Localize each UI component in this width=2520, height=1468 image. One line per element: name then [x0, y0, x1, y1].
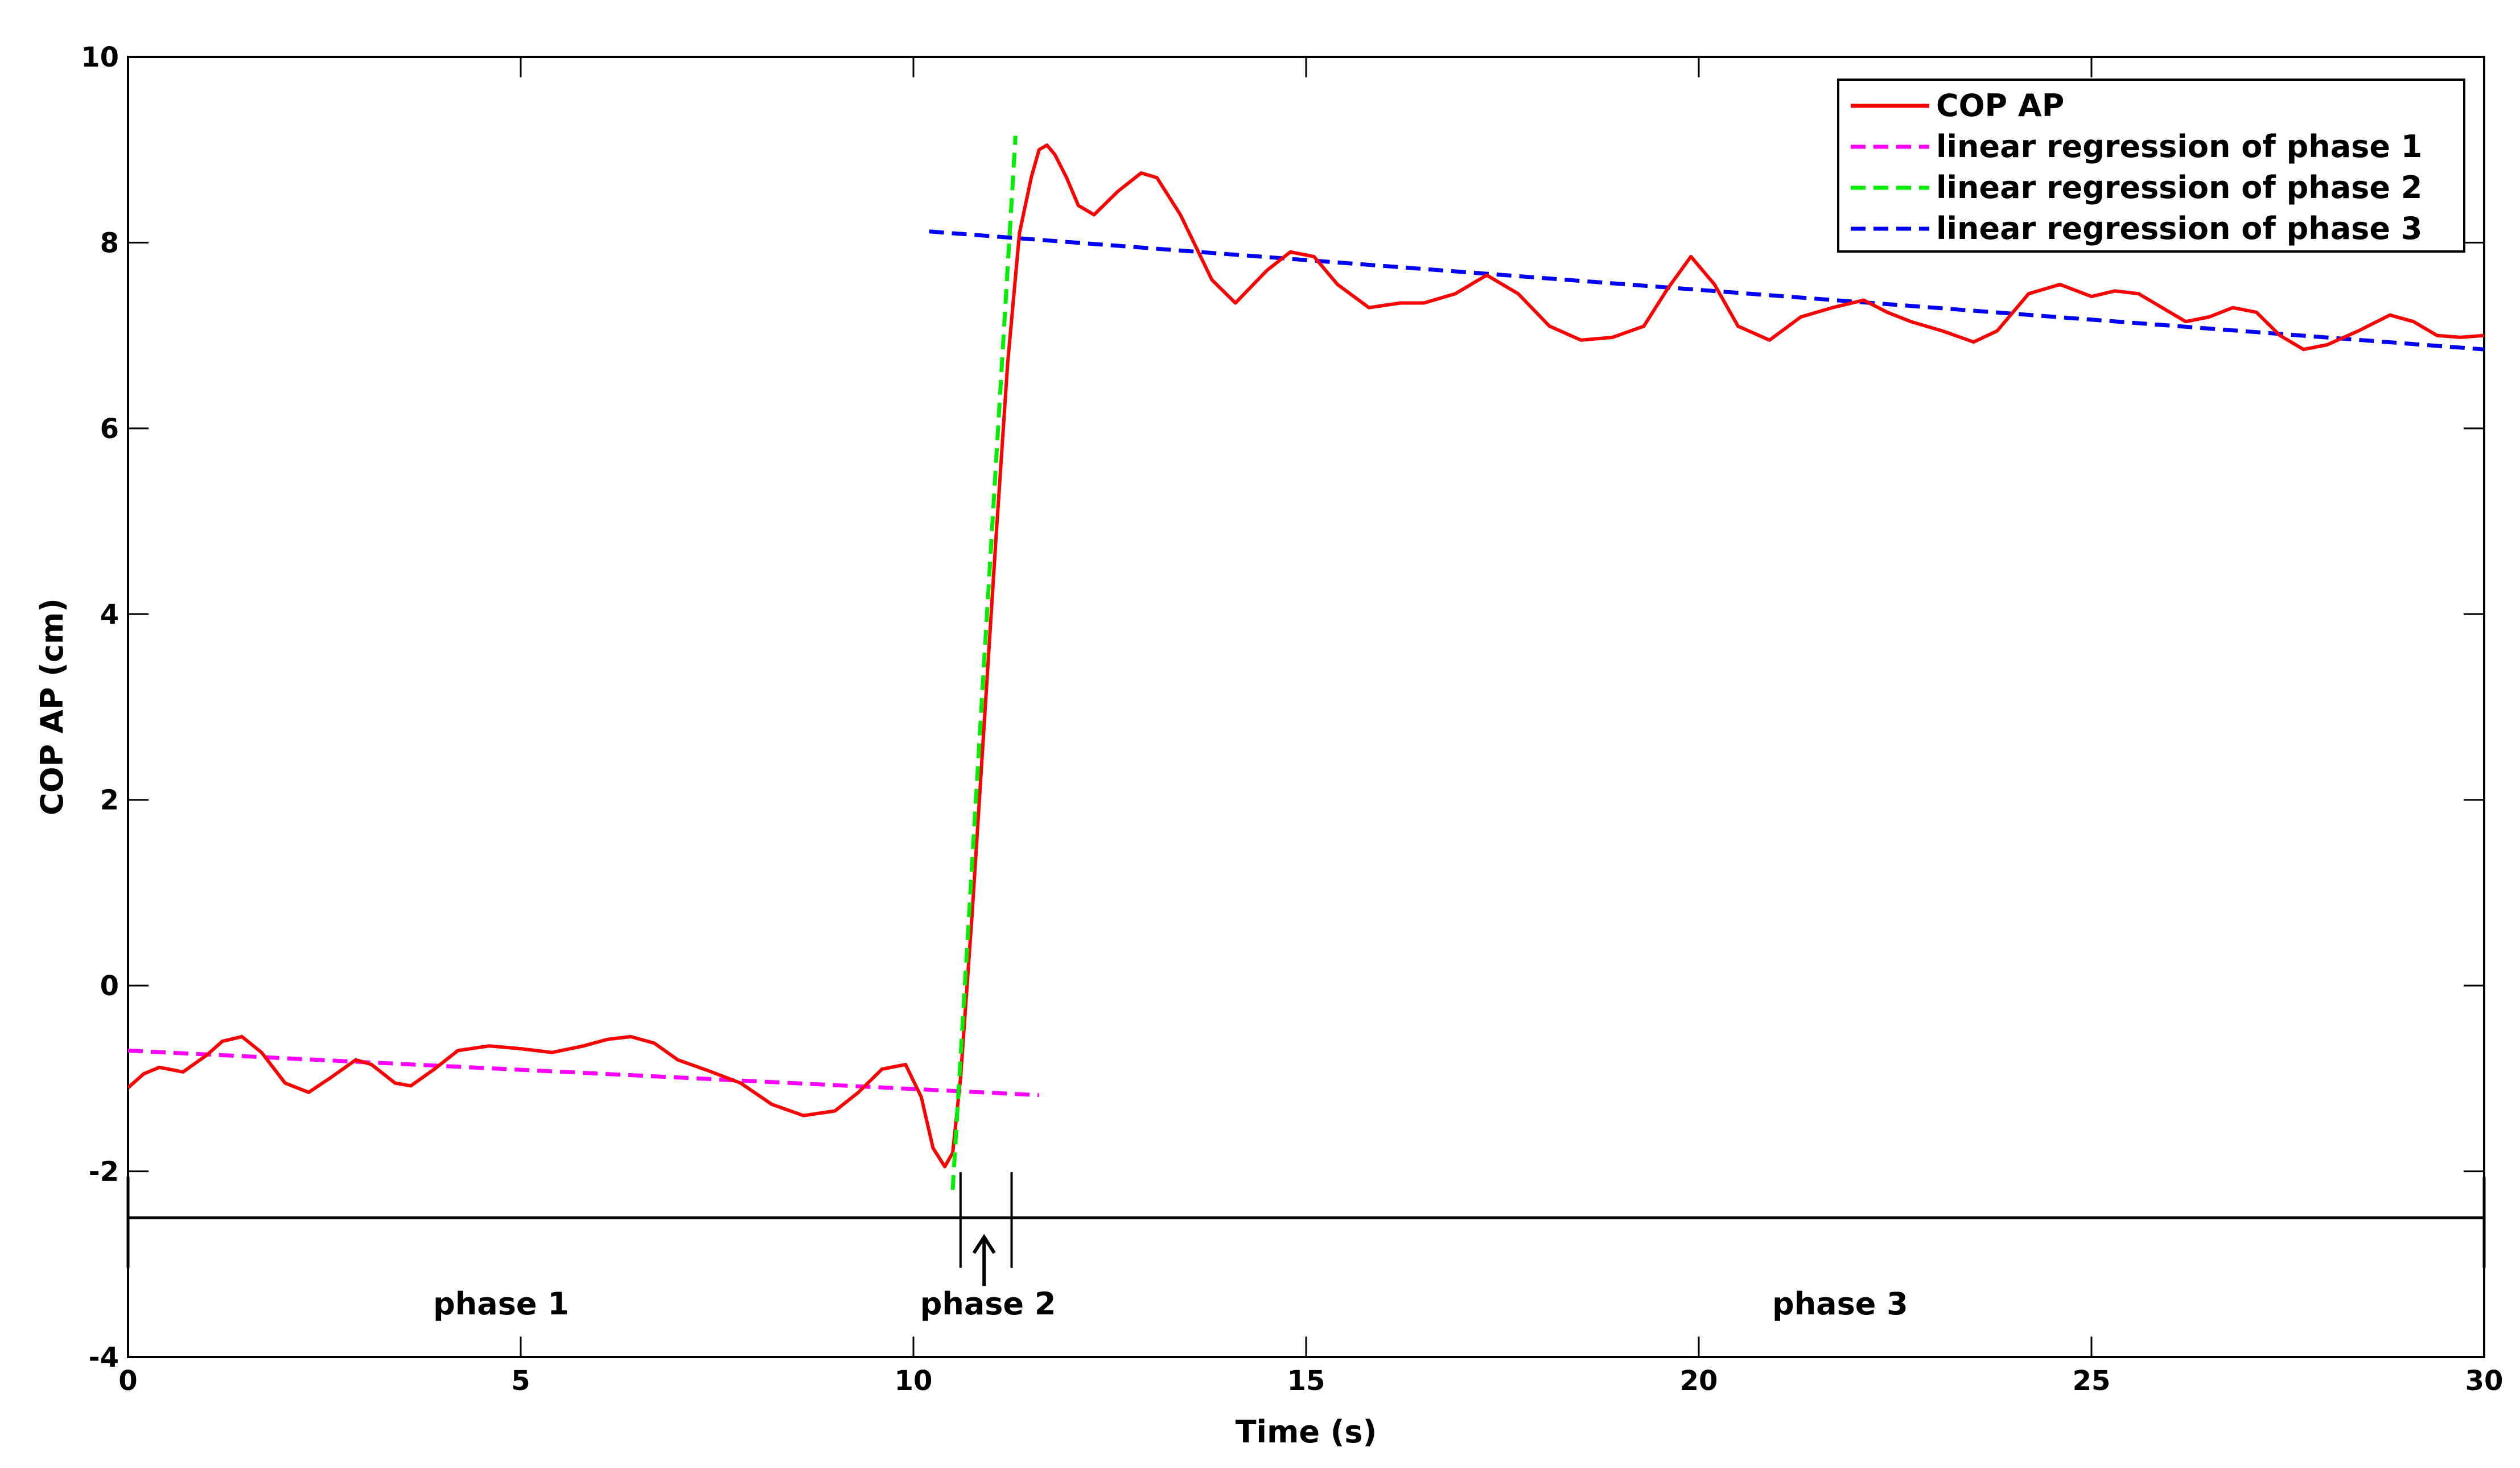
y-tick-label: 2	[100, 785, 119, 817]
plot-area	[127, 56, 2485, 1358]
series-line-0	[128, 143, 2484, 1169]
legend-box	[1837, 79, 2465, 253]
x-tick-label: 5	[511, 1365, 530, 1397]
y-tick-labels: -4 -2 0 2 4 6 8 10	[81, 42, 119, 1374]
phase-bar: phase 1 phase 2 phase 3	[126, 1172, 2486, 1322]
y-tick-label: 8	[100, 227, 119, 259]
phase-arrow-head	[972, 1234, 996, 1254]
legend: COP AP linear regression of phase 1 linear…	[1837, 79, 2465, 253]
phase-label: phase 3	[1772, 1286, 1908, 1322]
x-tick-label: 0	[118, 1365, 137, 1397]
x-tick-label: 15	[1287, 1365, 1325, 1397]
y-tick-label: -2	[89, 1156, 119, 1188]
x-tick-label: 20	[1680, 1365, 1718, 1397]
legend-label: linear regression of phase 2	[1936, 170, 2422, 205]
y-axis-label: COP AP (cm)	[34, 598, 70, 815]
y-tick-label: 6	[100, 413, 119, 445]
axis-ticks	[127, 56, 2485, 1358]
x-axis-label: Time (s)	[1236, 1414, 1377, 1450]
legend-label: linear regression of phase 1	[1936, 129, 2422, 164]
y-tick-label: -4	[89, 1342, 119, 1374]
y-tick-label: 0	[100, 970, 119, 1002]
y-tick-label: 10	[81, 42, 119, 73]
x-tick-labels: 0 5 10 15 20 25 30	[118, 1365, 2503, 1397]
y-tick-label: 4	[100, 599, 119, 630]
series-line-1	[128, 1048, 1039, 1098]
series-layer	[128, 135, 2484, 1190]
x-tick-label: 30	[2465, 1365, 2503, 1397]
phase-label: phase 2	[920, 1286, 1056, 1322]
series-line-3	[929, 229, 2484, 352]
x-tick-label: 25	[2073, 1365, 2111, 1397]
x-tick-label: 10	[895, 1365, 933, 1397]
legend-label: COP AP	[1936, 88, 2064, 123]
phase-label: phase 1	[433, 1286, 569, 1322]
series-line-2	[950, 135, 1018, 1190]
legend-label: linear regression of phase 3	[1936, 211, 2422, 246]
